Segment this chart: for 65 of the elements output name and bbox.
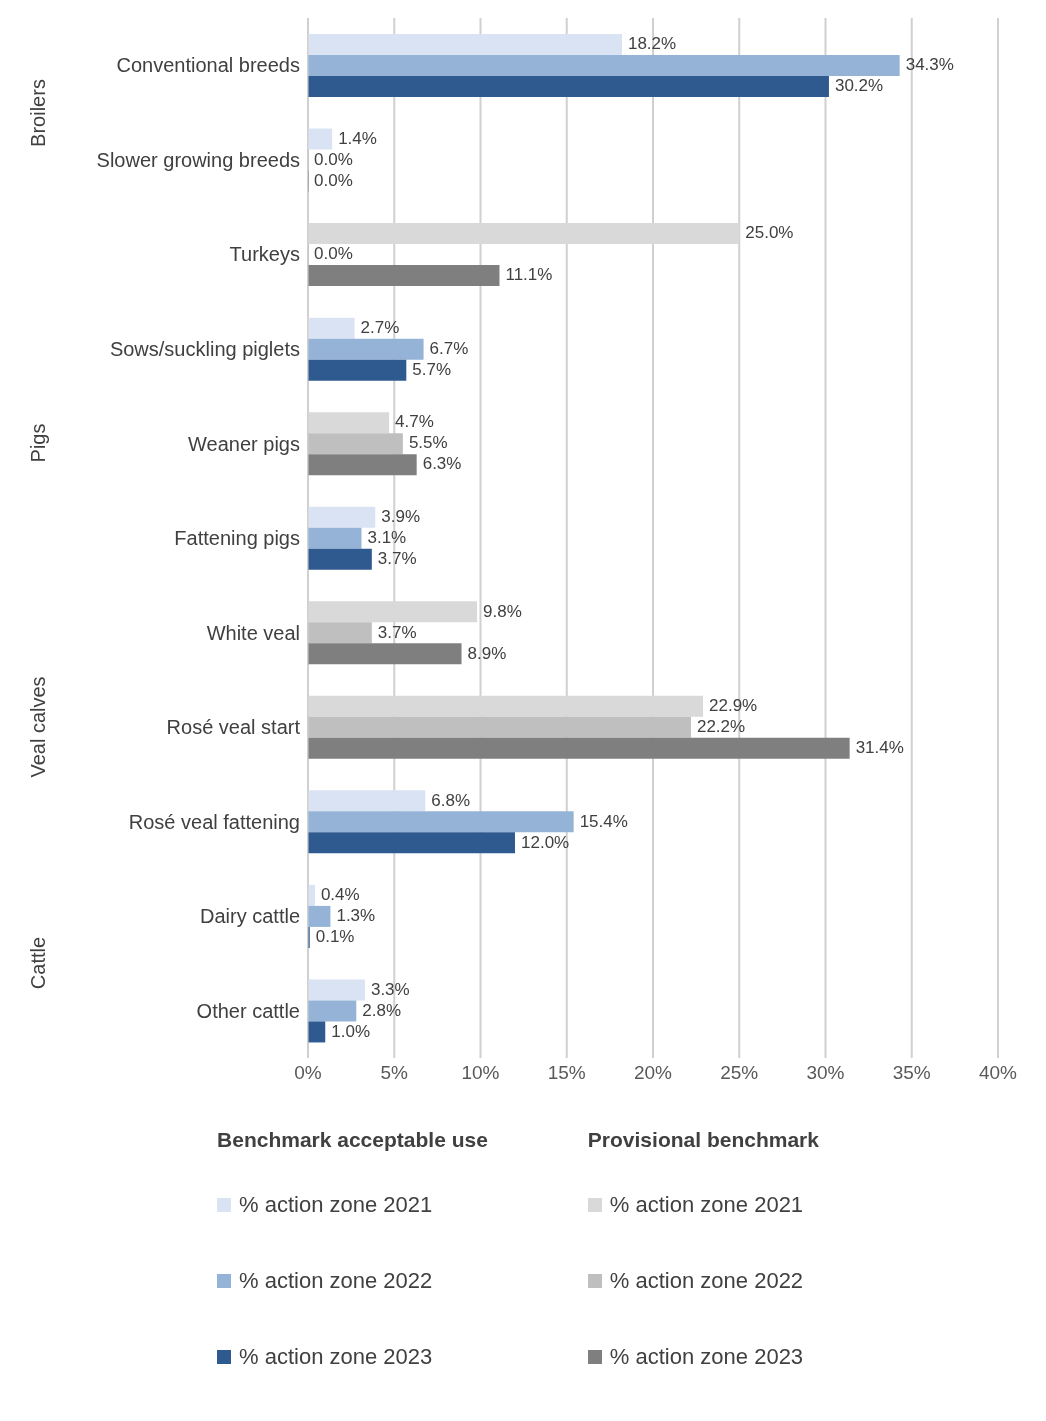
text: Benchmark acceptable use [217, 1128, 488, 1151]
text: Cattle [26, 937, 50, 990]
x-tick-label: 30% [806, 1062, 845, 1084]
y-tick-label: White veal [206, 621, 300, 644]
data-label: 15.4% [579, 811, 628, 832]
legend-label: % action zone 2021 [239, 1192, 433, 1218]
data-label: 8.9% [467, 643, 507, 664]
legend-label: % action zone 2022 [239, 1268, 433, 1294]
data-label: 3.7% [377, 622, 417, 643]
data-label: 12.0% [521, 832, 570, 853]
data-label: 25.0% [745, 223, 794, 244]
data-label: 0.1% [315, 927, 355, 948]
data-label: 3.3% [370, 979, 410, 1000]
x-tick-label: 35% [892, 1062, 931, 1084]
data-label: 0.4% [320, 885, 360, 906]
data-label: 22.2% [696, 717, 746, 738]
x-tick-label: 5% [380, 1062, 409, 1084]
text: Pigs [26, 424, 50, 463]
data-label: 3.7% [377, 549, 417, 569]
y-tick-label: Rosé veal fattening [128, 810, 300, 833]
data-label: 34.3% [905, 55, 954, 76]
data-label: 0.0% [314, 244, 353, 265]
y-tick-label: Rosé veal start [166, 716, 301, 739]
text: Provisional benchmark [587, 1128, 819, 1151]
text: Veal calves [26, 676, 50, 778]
y-tick-label: Slower growing breeds [96, 148, 300, 171]
y-tick-label: Conventional breeds [116, 54, 300, 77]
data-label: 6.8% [431, 790, 471, 811]
data-label: 3.9% [381, 507, 421, 527]
legend-label: % action zone 2022 [609, 1268, 804, 1294]
data-label: 22.9% [709, 696, 758, 717]
x-tick-label: 10% [461, 1062, 500, 1084]
data-label: 31.4% [855, 738, 904, 759]
y-tick-label: Weaner pigs [188, 432, 300, 455]
data-label: 1.4% [338, 128, 377, 149]
x-tick-label: 25% [720, 1062, 759, 1084]
data-label: 11.1% [505, 265, 553, 286]
y-tick-label: Fattening pigs [174, 527, 300, 550]
text: Broilers [26, 78, 50, 147]
legend-label: % action zone 2023 [609, 1344, 804, 1370]
data-label: 1.3% [336, 906, 376, 927]
x-tick-label: 20% [633, 1062, 673, 1084]
data-label: 2.8% [362, 1000, 402, 1021]
data-label: 0.0% [314, 170, 353, 191]
data-label: 2.7% [360, 317, 400, 338]
data-label: 4.7% [395, 412, 434, 433]
data-label: 6.7% [429, 338, 469, 359]
legend-label: % action zone 2021 [609, 1192, 804, 1218]
data-label: 6.3% [422, 454, 462, 475]
x-tick-label: 0% [294, 1062, 322, 1084]
data-label: 0.0% [314, 149, 353, 170]
y-tick-label: Other cattle [196, 999, 300, 1022]
x-tick-label: 40% [978, 1062, 1018, 1084]
data-label: 30.2% [834, 76, 884, 97]
data-label: 3.1% [367, 528, 407, 548]
y-tick-label: Dairy cattle [199, 905, 300, 928]
y-tick-label: Turkeys [229, 243, 300, 266]
data-label: 18.2% [627, 34, 677, 55]
legend-label: % action zone 2023 [239, 1344, 433, 1370]
data-label: 5.5% [408, 433, 448, 454]
data-label: 5.7% [412, 359, 452, 380]
x-tick-label: 15% [547, 1062, 586, 1084]
data-label: 9.8% [483, 601, 522, 622]
data-label: 1.0% [331, 1021, 370, 1042]
y-tick-label: Sows/suckling piglets [109, 338, 300, 361]
